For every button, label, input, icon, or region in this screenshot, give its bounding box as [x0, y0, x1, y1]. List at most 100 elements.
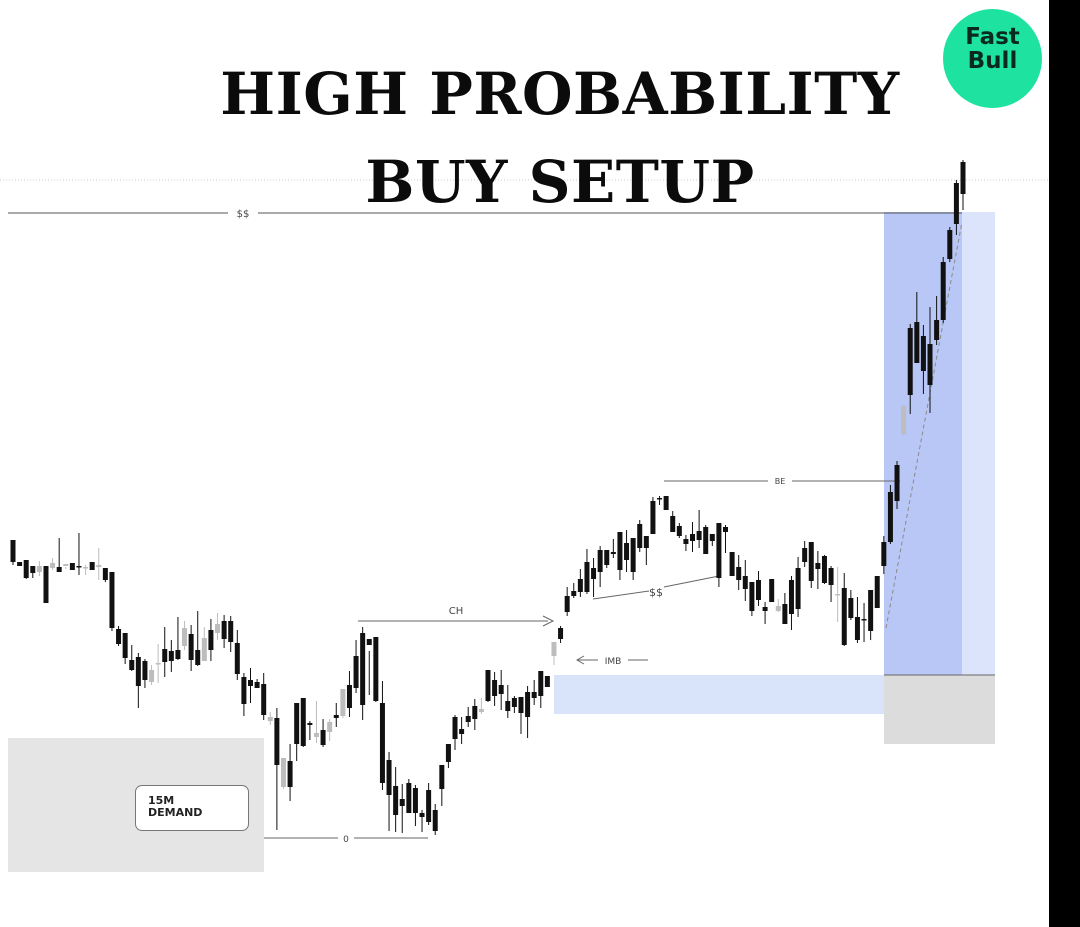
candle: [657, 496, 663, 505]
candle: [960, 160, 966, 210]
candle-body: [30, 566, 36, 573]
candle-body: [254, 682, 260, 688]
candle: [828, 566, 834, 602]
candle: [254, 679, 260, 688]
candle: [300, 698, 306, 747]
candle: [30, 566, 36, 578]
candle-body: [485, 670, 491, 701]
candle: [505, 685, 511, 718]
candle: [340, 689, 346, 718]
title-line-1: HIGH PROBABILITY: [220, 60, 900, 128]
candle: [307, 721, 313, 740]
candle: [934, 296, 940, 345]
candle: [696, 510, 702, 548]
candle: [261, 673, 267, 720]
candle-body: [584, 562, 590, 592]
candle: [914, 292, 920, 363]
candle-body: [234, 643, 240, 674]
candle: [465, 707, 471, 727]
candle: [182, 621, 188, 650]
candle: [531, 680, 537, 705]
candle-body: [716, 523, 722, 578]
candle-body: [663, 496, 669, 510]
candle-body: [617, 532, 623, 570]
candle: [736, 555, 742, 590]
candle: [577, 569, 583, 597]
candle: [228, 616, 234, 652]
candle: [215, 613, 221, 640]
candle-body: [393, 786, 399, 815]
candle-body: [472, 706, 478, 719]
candle-body: [538, 671, 544, 696]
candle-body: [676, 526, 682, 536]
candle: [50, 558, 56, 570]
candle-body: [571, 591, 577, 596]
candle: [571, 583, 577, 598]
candle: [109, 572, 115, 631]
candle-body: [907, 328, 913, 395]
candle-body: [360, 633, 366, 705]
candle-body: [56, 567, 62, 572]
candle-body: [498, 685, 504, 694]
logo-line-1: Fast: [965, 24, 1020, 50]
candle: [149, 665, 155, 685]
candle-body: [63, 564, 69, 566]
candle-body: [887, 492, 893, 542]
candle: [887, 485, 893, 544]
candle-body: [162, 649, 168, 662]
candle-body: [947, 230, 953, 259]
candle-body: [709, 534, 715, 541]
candle: [472, 699, 478, 730]
candle-body: [841, 588, 847, 645]
candle: [564, 587, 570, 616]
candle-body: [604, 550, 610, 565]
candle: [940, 257, 946, 323]
candle: [43, 566, 49, 603]
candle: [808, 542, 814, 588]
candle-body: [280, 758, 286, 787]
candle-body: [116, 629, 122, 644]
candle: [538, 671, 544, 708]
logo-line-2: Bull: [967, 48, 1018, 74]
candle: [452, 715, 458, 750]
candle-body: [597, 550, 603, 572]
candle-body: [835, 594, 841, 596]
candle: [419, 810, 425, 832]
candle-body: [426, 790, 432, 822]
candle: [333, 703, 339, 727]
candle: [102, 568, 108, 582]
candle: [168, 640, 174, 672]
candle-body: [736, 567, 742, 580]
candle: [637, 520, 643, 552]
candle-body: [23, 560, 29, 578]
candle-body: [577, 579, 583, 592]
candle-body: [940, 262, 946, 320]
candle: [346, 671, 352, 717]
candle: [439, 765, 445, 806]
candle-body: [69, 563, 75, 570]
candle-body: [637, 524, 643, 548]
target-zone: [884, 212, 964, 675]
candle: [353, 640, 359, 693]
candle-body: [201, 638, 207, 661]
demand-label-line-1: 15M: [148, 794, 175, 807]
candle-body: [43, 566, 49, 603]
candle-body: [241, 677, 247, 704]
candle: [208, 619, 214, 661]
candle: [221, 615, 227, 648]
candle: [406, 779, 412, 813]
candle-body: [802, 548, 808, 562]
candle-body: [386, 760, 392, 795]
title-line-2: BUY SETUP: [365, 148, 755, 216]
candle-body: [723, 527, 728, 532]
candle: [234, 630, 240, 680]
candle-body: [775, 606, 781, 611]
right-edge-bar: [1049, 0, 1080, 927]
candle-body: [749, 582, 755, 611]
candle-body: [901, 406, 907, 434]
candle-body: [135, 657, 141, 686]
candle-body: [505, 701, 511, 711]
candle: [690, 522, 696, 552]
candle-body: [96, 565, 102, 567]
